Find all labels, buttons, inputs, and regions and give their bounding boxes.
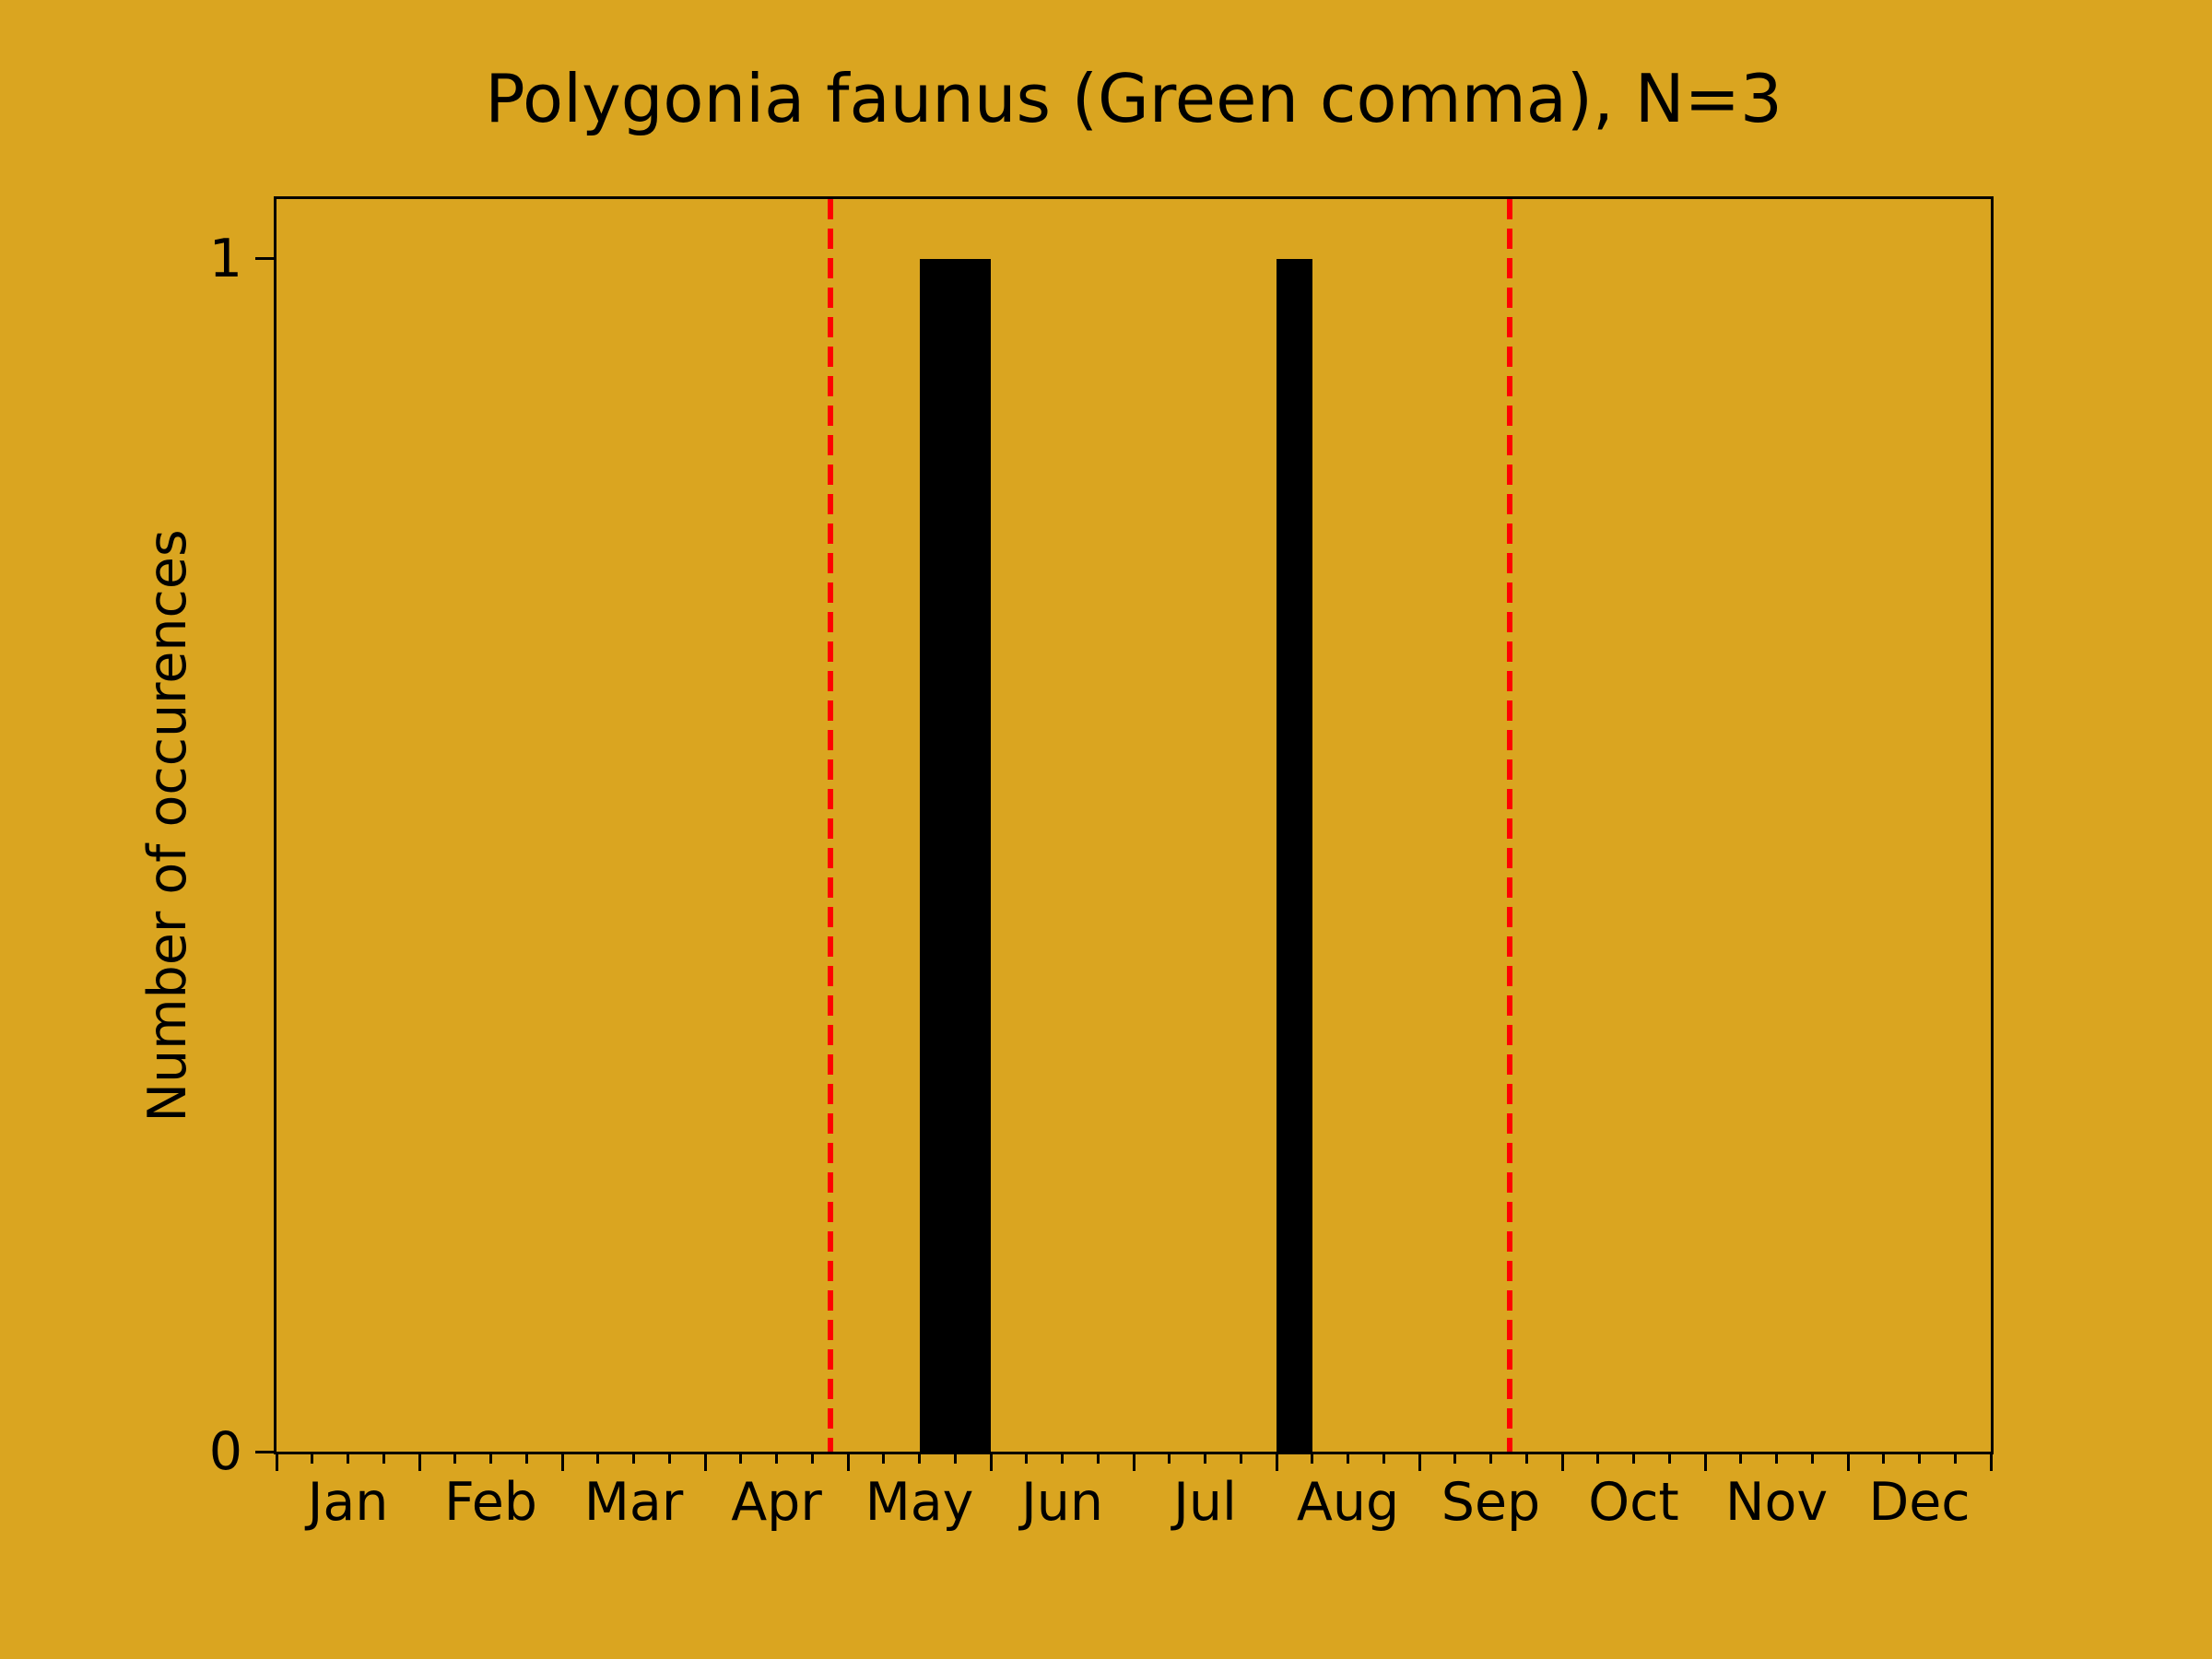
reference-line-dashed [828,199,834,1452]
x-major-tick [703,1454,707,1471]
y-tick-label: 1 [208,228,242,289]
x-minor-tick [1489,1454,1492,1464]
x-major-tick [989,1454,993,1471]
x-tick-label: Dec [1868,1472,1971,1533]
x-minor-tick [775,1454,778,1464]
x-minor-tick [1168,1454,1171,1464]
x-minor-tick [810,1454,814,1464]
x-minor-tick [311,1454,314,1464]
x-minor-tick [918,1454,921,1464]
x-minor-tick [632,1454,635,1464]
x-minor-tick [1239,1454,1242,1464]
x-tick-label: Jan [307,1472,389,1533]
x-major-tick [1275,1454,1278,1471]
x-minor-tick [667,1454,671,1464]
y-tick [255,257,274,261]
x-tick-label: Jul [1173,1472,1237,1533]
y-axis-label: Number of occurences [137,529,198,1123]
x-minor-tick [739,1454,743,1464]
x-minor-tick [882,1454,886,1464]
x-minor-tick [1347,1454,1349,1464]
x-major-tick [275,1454,278,1471]
x-tick-label: Aug [1296,1472,1400,1533]
chart-title: Polygonia faunus (Green comma), N=3 [485,60,1783,137]
x-minor-tick [453,1454,457,1464]
x-minor-tick [489,1454,492,1464]
x-minor-tick [1775,1454,1778,1464]
x-minor-tick [953,1454,957,1464]
x-minor-tick [1524,1454,1528,1464]
x-major-tick [846,1454,850,1471]
x-major-tick [1132,1454,1135,1471]
x-minor-tick [1453,1454,1457,1464]
x-major-tick [560,1454,564,1471]
x-tick-label: Mar [583,1472,684,1533]
x-major-tick [1989,1454,1993,1471]
x-minor-tick [1667,1454,1671,1464]
x-minor-tick [1810,1454,1814,1464]
x-tick-label: May [865,1472,974,1533]
x-minor-tick [1061,1454,1064,1464]
x-minor-tick [1739,1454,1743,1464]
x-minor-tick [1382,1454,1385,1464]
x-minor-tick [1882,1454,1886,1464]
plot-area [274,196,1994,1454]
x-tick-label: Feb [444,1472,537,1533]
y-tick [255,1450,274,1453]
x-minor-tick [1918,1454,1921,1464]
x-tick-label: Apr [731,1472,822,1533]
x-tick-label: Oct [1588,1472,1679,1533]
x-minor-tick [1596,1454,1600,1464]
x-minor-tick [382,1454,385,1464]
x-minor-tick [596,1454,600,1464]
x-minor-tick [347,1454,349,1464]
reference-line-dashed [1506,199,1512,1452]
x-tick-label: Jun [1020,1472,1104,1533]
histogram-bar [919,258,991,1452]
x-major-tick [1846,1454,1850,1471]
histogram-bar [1277,258,1312,1452]
x-minor-tick [1025,1454,1029,1464]
x-tick-label: Nov [1724,1472,1829,1533]
x-major-tick [1560,1454,1564,1471]
y-tick-label: 0 [208,1421,242,1482]
x-minor-tick [1632,1454,1635,1464]
x-tick-label: Sep [1441,1472,1541,1533]
x-minor-tick [1953,1454,1957,1464]
x-minor-tick [1204,1454,1206,1464]
x-minor-tick [524,1454,528,1464]
x-major-tick [418,1454,421,1471]
x-minor-tick [1096,1454,1100,1464]
x-minor-tick [1311,1454,1314,1464]
x-major-tick [1703,1454,1707,1471]
x-major-tick [1418,1454,1421,1471]
